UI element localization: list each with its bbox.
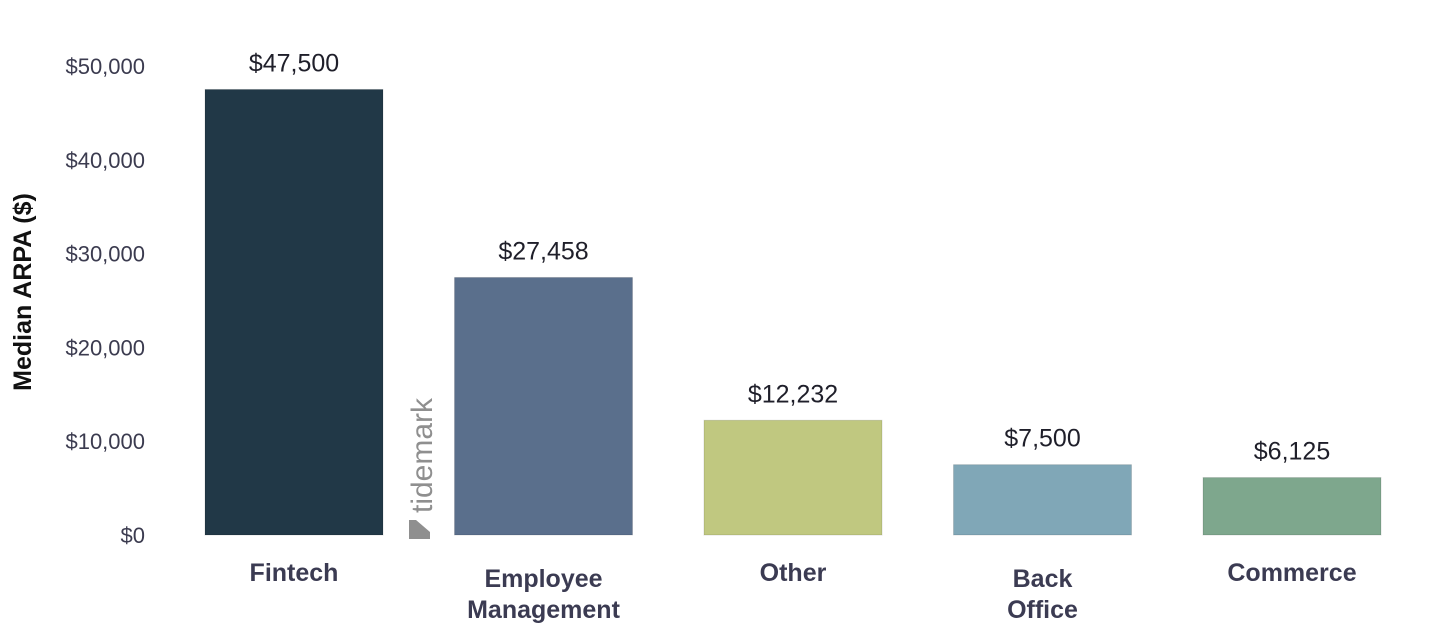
y-tick-label: $10,000 bbox=[65, 429, 145, 454]
tidemark-logo-icon bbox=[409, 520, 430, 539]
data-label-back-office: $7,500 bbox=[1004, 425, 1080, 453]
y-axis-ticks: $0 $10,000 $20,000 $30,000 $40,000 $50,000 bbox=[65, 54, 145, 548]
bar-back-office bbox=[953, 464, 1132, 536]
data-label-fintech: $47,500 bbox=[249, 49, 339, 77]
tidemark-watermark: tidemark bbox=[406, 397, 439, 539]
bars bbox=[204, 88, 1382, 536]
data-label-other: $12,232 bbox=[748, 380, 838, 408]
bar-fintech bbox=[204, 88, 384, 536]
data-labels: $47,500 $27,458 $12,232 $7,500 $6,125 bbox=[249, 49, 1330, 465]
x-label-other: Other bbox=[760, 559, 827, 587]
x-label-back-office: Back Office bbox=[1007, 565, 1078, 624]
watermark-text: tidemark bbox=[406, 397, 439, 513]
x-label-employee-management: Employee Management bbox=[467, 565, 620, 624]
x-axis-labels: Fintech Employee Management Other Back Office… bbox=[250, 559, 1357, 624]
y-axis-label: Median ARPA ($) bbox=[9, 193, 37, 391]
x-label-fintech: Fintech bbox=[250, 559, 339, 587]
data-label-employee-management: $27,458 bbox=[498, 237, 588, 265]
y-tick-label: $0 bbox=[121, 523, 145, 548]
x-label-commerce: Commerce bbox=[1227, 559, 1356, 587]
bar-other bbox=[703, 419, 883, 536]
y-tick-label: $30,000 bbox=[65, 242, 145, 267]
bar-commerce bbox=[1202, 477, 1382, 536]
y-tick-label: $50,000 bbox=[65, 54, 145, 79]
bar-employee-management bbox=[454, 276, 633, 536]
data-label-commerce: $6,125 bbox=[1254, 438, 1330, 466]
y-tick-label: $40,000 bbox=[65, 148, 145, 173]
y-tick-label: $20,000 bbox=[65, 335, 145, 360]
